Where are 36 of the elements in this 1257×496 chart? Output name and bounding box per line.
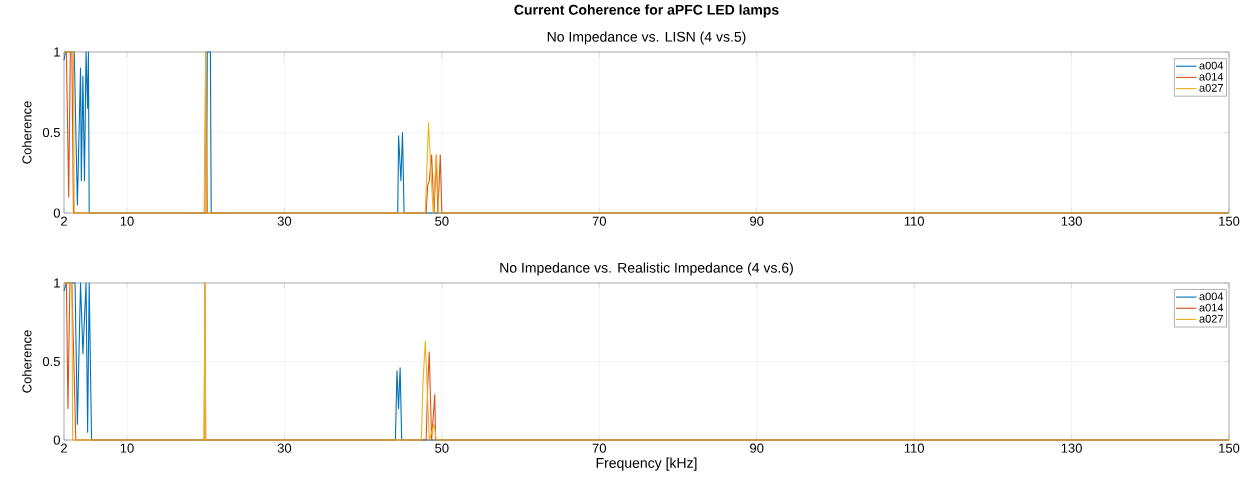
- x-tick-label: 10: [120, 216, 134, 226]
- y-tick-label: 0: [53, 435, 60, 445]
- legend-label: a004: [1199, 292, 1224, 301]
- x-tick-label: 70: [592, 443, 606, 453]
- y-tick-label: 0: [53, 208, 60, 218]
- chart-title: Current Coherence for aPFC LED lamps: [514, 4, 779, 18]
- x-tick-label: 50: [435, 443, 449, 453]
- legend-label: a027: [1199, 314, 1223, 323]
- y-tick-label: 0.5: [42, 127, 60, 138]
- x-tick-label: 150: [1219, 216, 1240, 226]
- x-tick-label: 70: [592, 216, 606, 226]
- x-tick-label: 110: [904, 443, 924, 453]
- y-tick-label: 1: [54, 278, 60, 288]
- x-axis-title: Frequency [kHz]: [596, 457, 697, 471]
- x-tick-label: 90: [750, 443, 764, 453]
- legend-label: a004: [1199, 61, 1224, 70]
- y-axis-title: Coherence: [21, 330, 32, 393]
- y-tick-label: 0.5: [42, 356, 60, 367]
- x-tick-label: 2: [61, 443, 67, 453]
- x-tick-label: 130: [1061, 443, 1082, 453]
- chart-subtitle: No Impedance vs. LISN (4 vs.5): [547, 31, 746, 45]
- legend-label: a014: [1199, 303, 1224, 312]
- legend-label: a027: [1199, 84, 1223, 92]
- x-tick-label: 30: [277, 216, 292, 226]
- x-tick-label: 2: [61, 216, 67, 226]
- chart-title: No Impedance vs. Realistic Impedance (4 vs.6): [500, 262, 793, 276]
- y-tick-label: 1: [54, 47, 60, 57]
- x-tick-label: 30: [277, 443, 292, 453]
- y-axis-title: Coherence: [21, 101, 32, 164]
- x-tick-label: 150: [1219, 443, 1240, 453]
- x-tick-label: 130: [1061, 216, 1082, 226]
- legend-label: a014: [1199, 72, 1224, 81]
- x-tick-label: 90: [750, 216, 764, 226]
- x-tick-label: 50: [435, 216, 449, 226]
- x-tick-label: 10: [120, 443, 134, 453]
- x-tick-label: 110: [904, 216, 924, 226]
